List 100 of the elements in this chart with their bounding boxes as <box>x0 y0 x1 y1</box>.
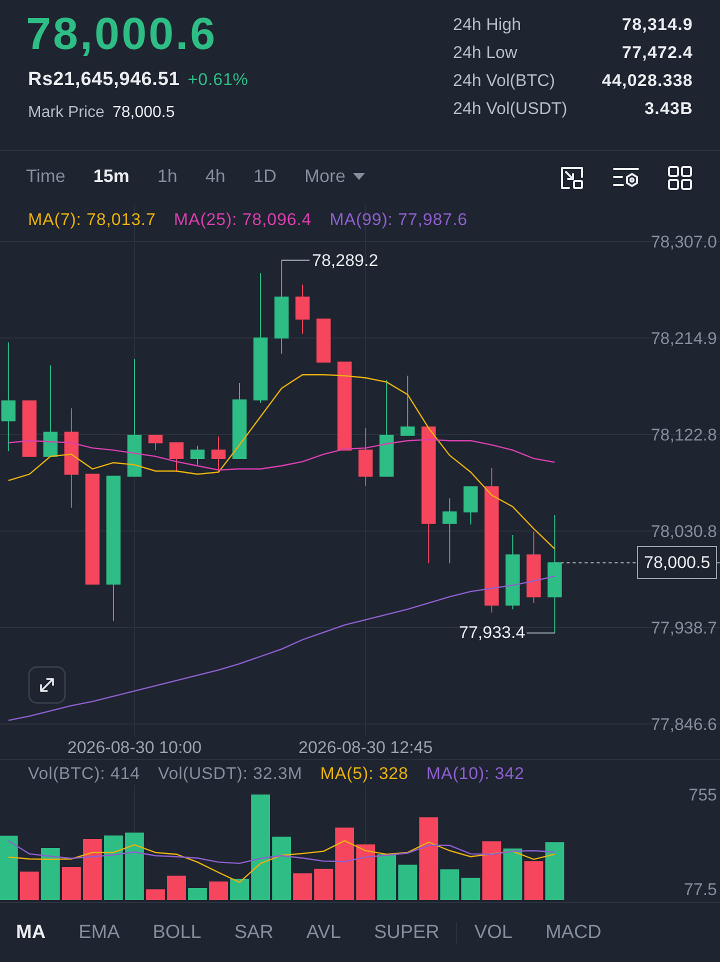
text: 44,028.338 <box>602 71 693 91</box>
candlestick <box>169 442 184 473</box>
text: 24h Low <box>453 43 518 63</box>
text: 1D <box>253 166 276 187</box>
candlestick <box>400 375 415 436</box>
line-series <box>8 576 556 721</box>
y-tick-label: 78,307.0 <box>650 232 717 252</box>
text: 24h Vol(USDT) <box>453 99 568 119</box>
y-tick-label: 77,846.6 <box>650 714 717 734</box>
text: Time <box>26 166 66 187</box>
candlestick <box>22 400 37 457</box>
candlestick <box>85 474 100 585</box>
ref-line-label: 78,000.5 <box>644 553 710 572</box>
text: MA(10): 342 <box>426 764 524 784</box>
bar <box>314 868 334 900</box>
text: MA(5): 328 <box>320 764 408 784</box>
bar <box>398 864 418 900</box>
x-tick-label: 2026-08-30 10:00 <box>67 738 202 757</box>
bar <box>188 888 207 900</box>
text: 15m <box>93 166 130 187</box>
candlestick <box>295 284 310 334</box>
text: AVL <box>306 922 341 944</box>
line-series <box>8 438 556 471</box>
candlestick <box>484 467 499 613</box>
candlestick <box>106 476 121 622</box>
bar <box>482 841 502 900</box>
bar <box>545 842 564 900</box>
annotation: 77,933.4 <box>459 623 526 642</box>
text: VOL <box>474 922 512 944</box>
bar <box>503 848 522 900</box>
candlestick <box>43 364 58 457</box>
x-tick-label: 2026-08-30 12:45 <box>298 738 433 757</box>
bar <box>62 867 81 900</box>
bar <box>335 828 354 900</box>
y-tick-label: 755 <box>688 785 717 804</box>
y-tick-label: 78,030.8 <box>650 522 717 541</box>
candlestick <box>442 498 457 564</box>
bar <box>440 869 460 900</box>
bar <box>419 817 438 900</box>
text: SAR <box>234 922 274 944</box>
candlestick <box>232 382 247 459</box>
y-tick-label: 78,214.9 <box>650 329 717 348</box>
text: 78,314.9 <box>622 15 693 35</box>
bar <box>356 844 376 900</box>
candlestick <box>506 534 520 610</box>
text: 4h <box>205 166 226 187</box>
candlestick <box>253 272 268 404</box>
text: EMA <box>78 922 120 944</box>
candlestick <box>148 434 163 451</box>
text: 1h <box>157 166 178 187</box>
bar <box>272 836 292 900</box>
text: MACD <box>545 922 602 944</box>
text: 77,472.4 <box>622 43 693 63</box>
candlestick <box>464 486 478 525</box>
text: 3.43B <box>644 99 693 119</box>
bar <box>461 878 480 900</box>
candlestick <box>1 342 16 452</box>
y-tick-label: 77.5 <box>684 880 717 900</box>
bar <box>20 872 39 900</box>
text: SUPER <box>374 922 440 944</box>
candlestick <box>316 318 331 363</box>
bar <box>146 889 165 900</box>
candlestick <box>211 436 226 473</box>
line-series <box>8 840 556 884</box>
text: More <box>304 166 346 187</box>
candlestick <box>526 531 541 604</box>
bar <box>40 848 60 900</box>
text: MA(99): 77,987.6 <box>330 210 468 230</box>
bar <box>251 794 270 900</box>
bar <box>0 836 18 900</box>
bar <box>524 861 544 900</box>
candlestick <box>358 428 373 486</box>
candlestick <box>548 514 562 634</box>
text: 78,000.6 <box>26 8 218 60</box>
text: MA(25): 78,096.4 <box>174 210 312 230</box>
candlestick <box>380 379 394 477</box>
text: BOLL <box>152 922 202 944</box>
text: MA(7): 78,013.7 <box>28 210 156 230</box>
candlestick <box>274 260 289 354</box>
line-series <box>8 374 556 550</box>
bar <box>230 878 249 900</box>
text: Vol(USDT): 32.3M <box>158 764 302 784</box>
candlestick <box>422 426 436 564</box>
text: +0.61% <box>188 70 248 89</box>
bar <box>293 873 312 900</box>
bar <box>125 832 144 900</box>
candlestick <box>337 362 352 451</box>
text: 78,000.5 <box>112 104 175 121</box>
candlestick <box>127 358 142 477</box>
text: 24h Vol(BTC) <box>453 71 556 91</box>
text: 24h High <box>453 15 522 35</box>
candlestick <box>64 408 79 508</box>
line-series <box>8 840 556 864</box>
text: Vol(BTC): 414 <box>28 764 140 784</box>
annotation: 78,289.2 <box>312 251 378 270</box>
bar <box>167 876 186 900</box>
bar <box>209 882 228 900</box>
text: MA <box>16 922 46 944</box>
candlestick <box>190 445 205 466</box>
text: Mark Price <box>28 104 104 121</box>
